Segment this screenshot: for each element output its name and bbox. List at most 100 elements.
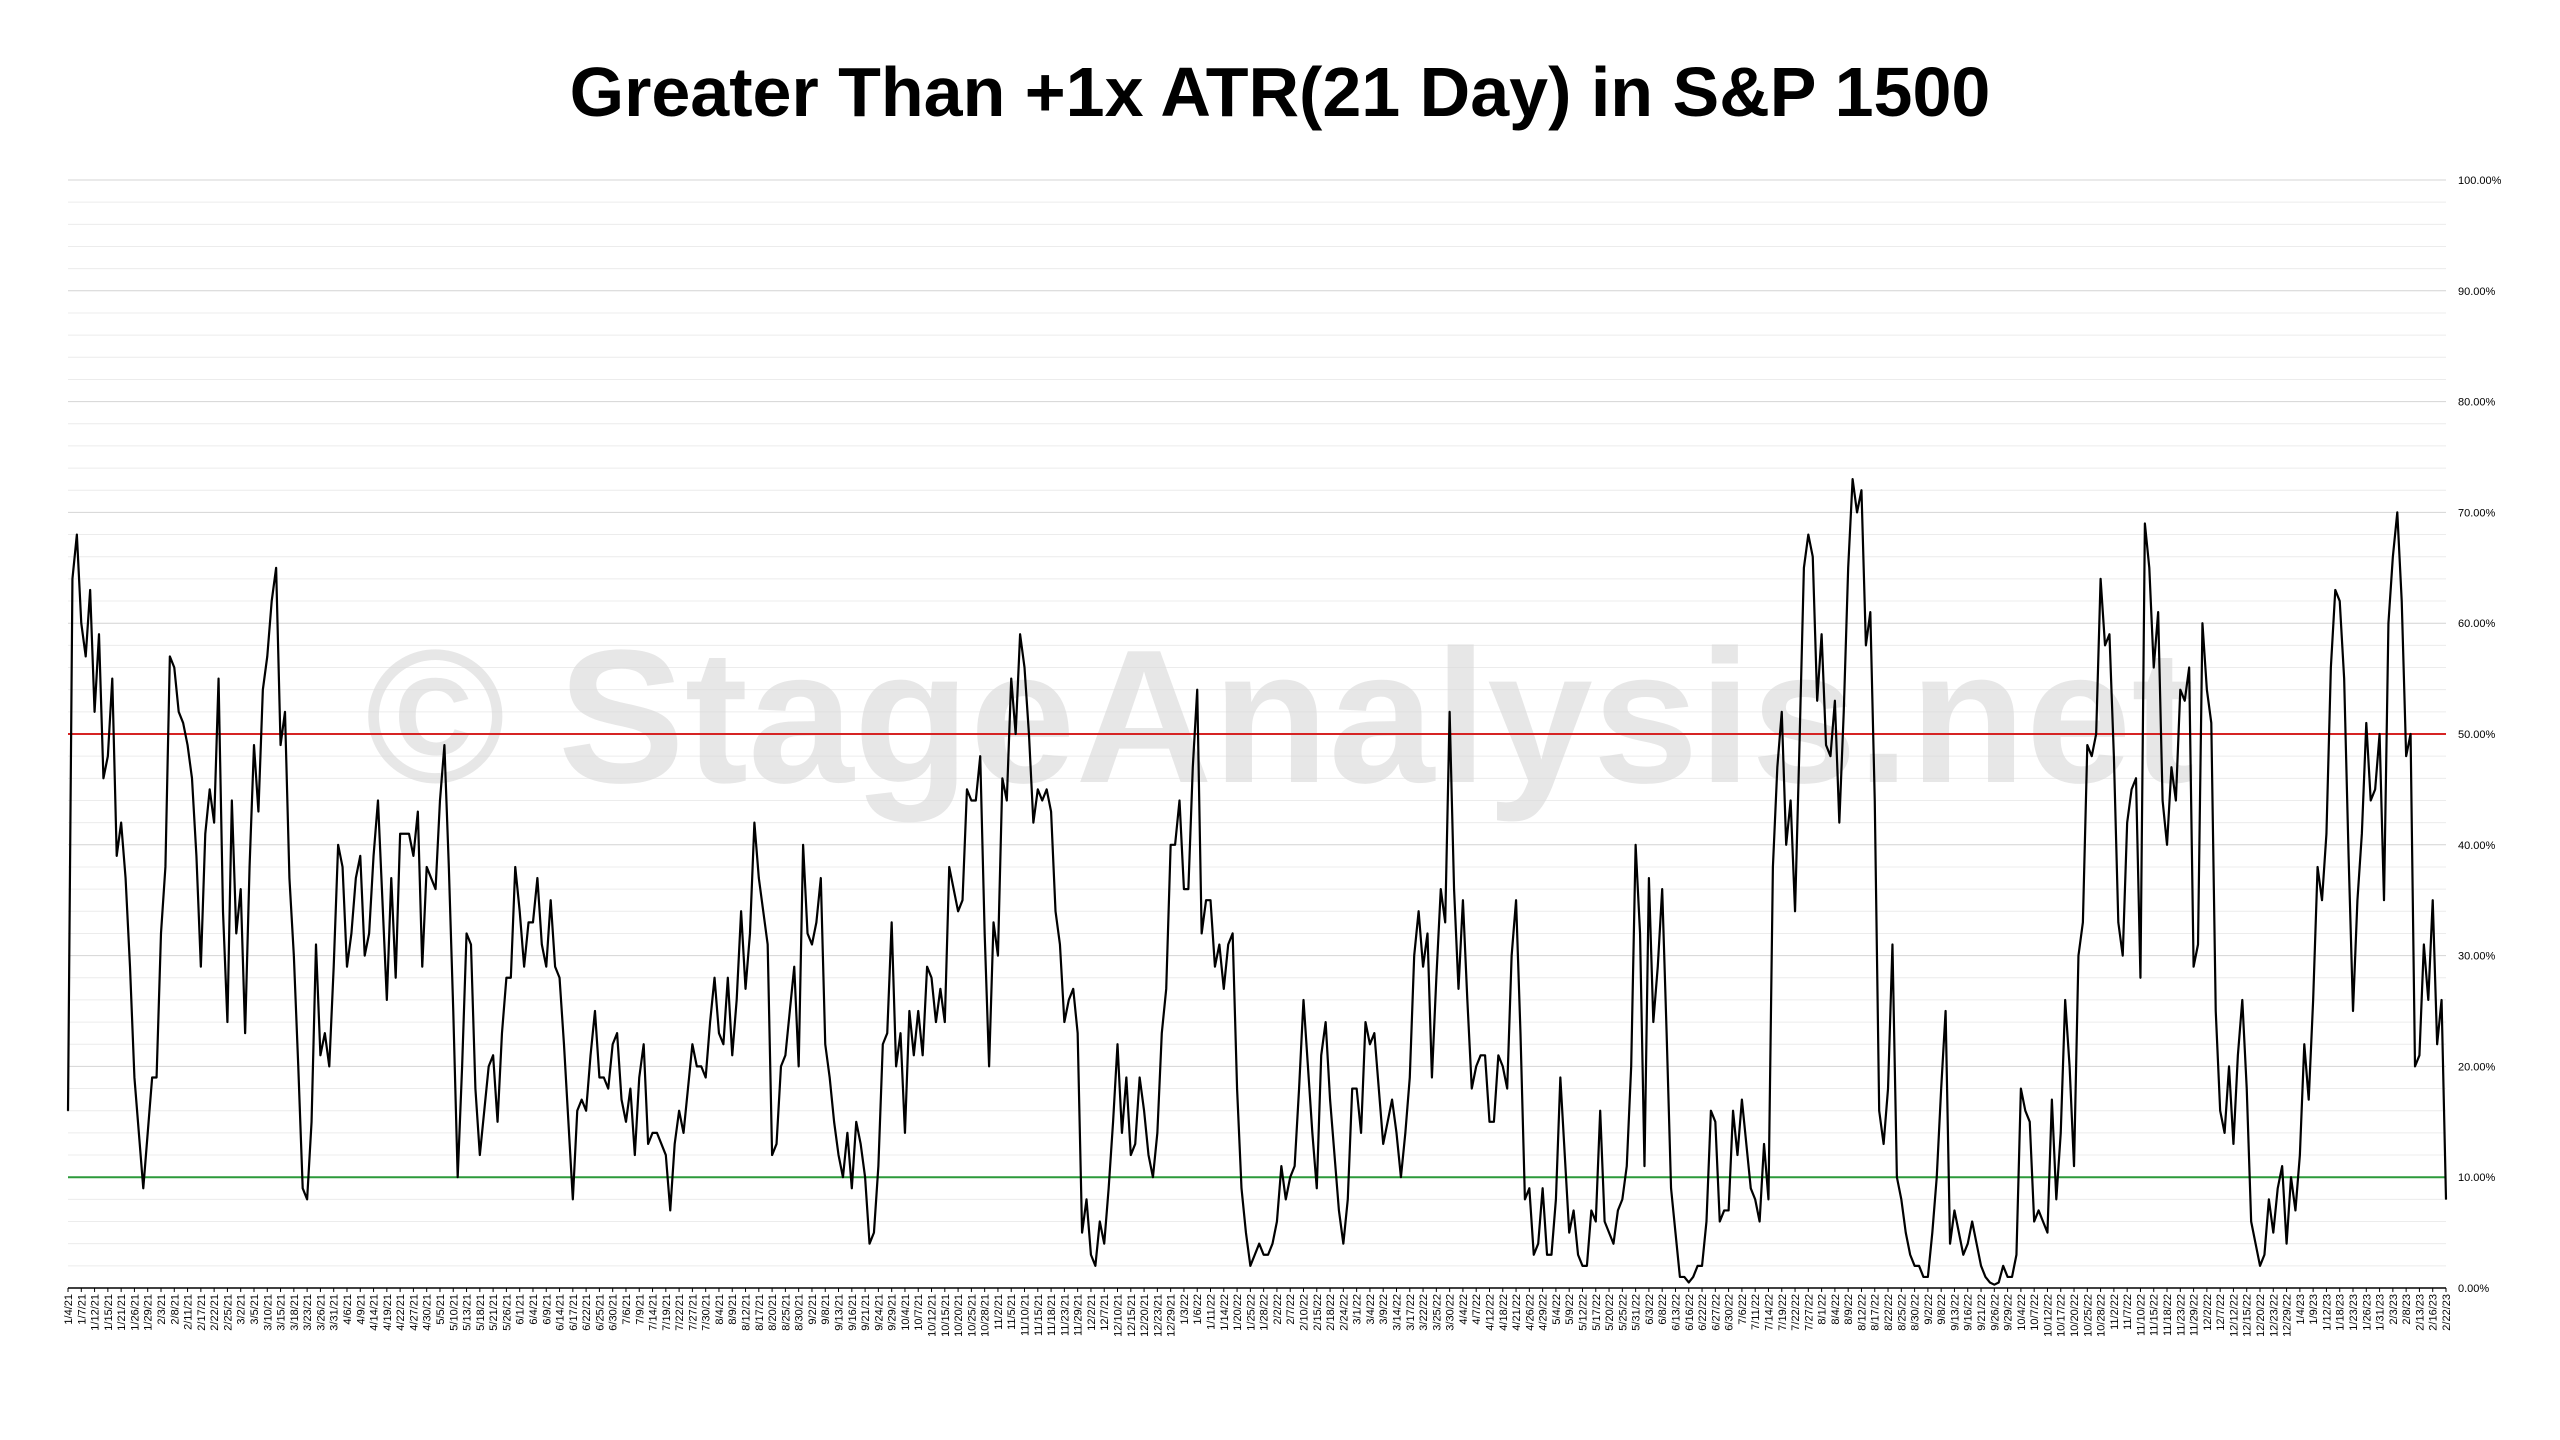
data-point (2042, 1220, 2044, 1223)
data-point (2259, 1265, 2261, 1267)
x-tick-label: 4/4/22 (1458, 1294, 1470, 1325)
data-point (2068, 1065, 2071, 1067)
x-tick-label: 1/26/23 (2361, 1294, 2373, 1331)
data-point (1165, 988, 1167, 990)
data-point (200, 966, 202, 968)
data-point (1896, 1176, 1898, 1178)
x-tick-label: 4/27/21 (408, 1294, 420, 1331)
data-point (2095, 733, 2097, 735)
data-point (235, 932, 237, 935)
data-point (793, 966, 795, 968)
data-point (1635, 844, 1637, 846)
data-point (984, 932, 986, 935)
data-point (895, 1065, 897, 1067)
data-point (2277, 1187, 2279, 1189)
data-point (2139, 977, 2142, 979)
data-point (222, 910, 224, 912)
data-point (1387, 1121, 1389, 1123)
data-point (2356, 899, 2359, 901)
data-point (1688, 1281, 1690, 1284)
x-tick-label: 7/19/22 (1777, 1294, 1789, 1331)
data-point (620, 1099, 623, 1101)
x-tick-label: 9/13/21 (834, 1294, 846, 1331)
data-point (399, 833, 401, 835)
x-tick-label: 2/24/22 (1338, 1294, 1350, 1331)
data-point (2427, 999, 2429, 1001)
data-point (718, 1032, 720, 1034)
data-point (434, 888, 437, 890)
data-point (2007, 1276, 2009, 1278)
data-point (2312, 999, 2314, 1001)
data-point (1595, 1220, 1597, 1223)
data-point (1612, 1243, 1615, 1245)
data-point (1940, 1087, 1942, 1090)
data-point (806, 932, 809, 935)
data-point (1555, 1198, 1557, 1200)
data-point (833, 1121, 835, 1123)
data-point (1798, 744, 1801, 746)
data-point (164, 866, 167, 868)
data-point (111, 678, 113, 680)
data-point (2015, 1254, 2018, 1256)
data-point (310, 1121, 313, 1123)
data-point (2343, 678, 2345, 680)
data-point (713, 977, 716, 979)
data-point (1271, 1243, 1274, 1245)
data-point (1130, 1154, 1132, 1156)
data-point (2082, 921, 2084, 923)
x-tick-label: 10/25/22 (2082, 1294, 2094, 1337)
data-point (514, 866, 516, 868)
x-tick-label: 6/22/21 (581, 1294, 593, 1331)
data-point (2423, 943, 2425, 946)
x-tick-label: 5/10/21 (448, 1294, 460, 1331)
data-point (2405, 755, 2407, 757)
data-point (2361, 833, 2363, 835)
x-tick-label: 11/29/22 (2189, 1294, 2201, 1336)
data-point (1980, 1265, 1982, 1267)
x-tick-label: 1/21/21 (116, 1294, 128, 1331)
x-tick-label: 4/9/21 (355, 1294, 367, 1325)
x-tick-label: 3/31/21 (329, 1294, 341, 1331)
x-tick-label: 8/30/21 (794, 1294, 806, 1331)
data-point (1422, 966, 1424, 968)
data-point (1059, 943, 1061, 946)
data-point (2020, 1087, 2022, 1090)
data-point (1732, 1110, 1734, 1112)
data-point (1657, 966, 1659, 968)
x-tick-label: 1/14/22 (1219, 1294, 1231, 1331)
data-point (1444, 921, 1446, 923)
data-point (1714, 1121, 1716, 1123)
data-point (102, 777, 105, 779)
data-point (1240, 1187, 1243, 1189)
data-point (1090, 1254, 1092, 1256)
x-tick-label: 11/18/22 (2162, 1294, 2174, 1336)
data-point (2148, 567, 2150, 569)
y-tick-label: 50.00% (2458, 729, 2496, 741)
x-tick-label: 10/15/21 (940, 1294, 952, 1337)
data-point (1502, 1065, 1504, 1067)
data-point (935, 1021, 937, 1023)
data-point (1311, 1132, 1313, 1134)
data-point (572, 1198, 574, 1200)
data-point (1812, 556, 1814, 558)
data-point (1834, 700, 1836, 702)
data-point (780, 1065, 782, 1067)
x-tick-label: 1/23/23 (2348, 1294, 2360, 1331)
data-point (1648, 877, 1650, 879)
x-tick-label: 2/22/21 (209, 1294, 221, 1331)
data-point (124, 877, 127, 879)
y-tick-label: 100.00% (2458, 175, 2502, 187)
data-point (970, 799, 972, 802)
data-point (1457, 988, 1460, 990)
x-tick-label: 2/7/22 (1285, 1294, 1297, 1325)
x-tick-label: 1/12/21 (90, 1294, 102, 1331)
data-point (359, 855, 361, 857)
data-point (1378, 1087, 1380, 1090)
x-tick-label: 7/19/21 (661, 1294, 673, 1331)
data-point (2117, 921, 2119, 923)
x-tick-label: 2/18/22 (1325, 1294, 1337, 1331)
x-tick-label: 7/11/22 (1750, 1294, 1762, 1330)
data-point (1139, 1076, 1141, 1079)
x-tick-label: 2/25/21 (222, 1294, 234, 1331)
data-point (1524, 1198, 1526, 1200)
